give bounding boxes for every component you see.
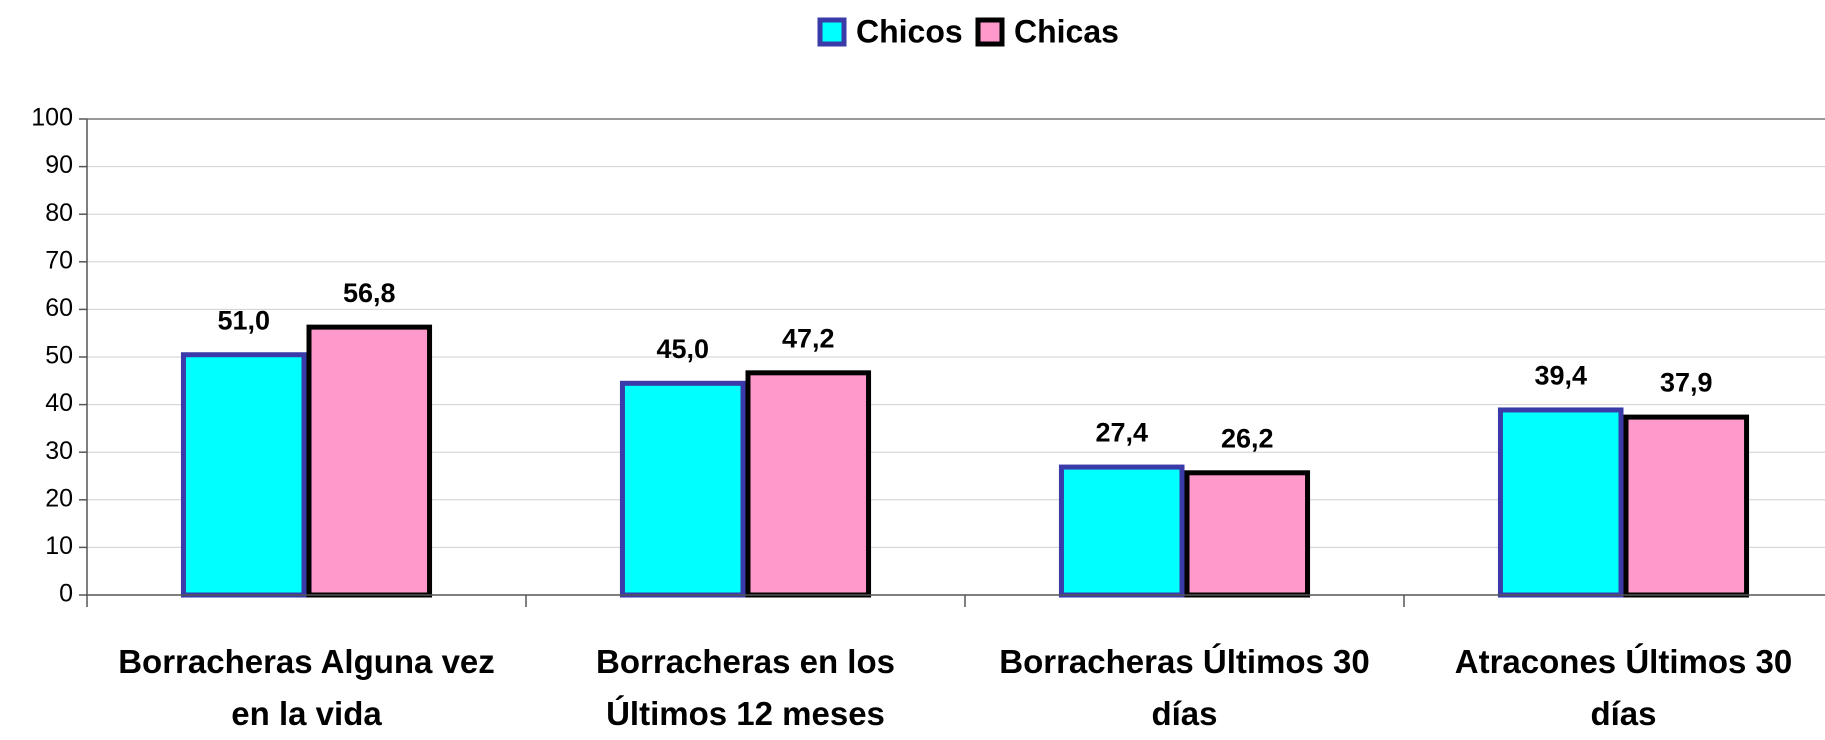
bar bbox=[183, 355, 304, 595]
y-tick-label: 70 bbox=[45, 246, 73, 274]
value-label: 51,0 bbox=[217, 305, 270, 335]
value-label: 45,0 bbox=[656, 334, 709, 364]
y-tick-label: 10 bbox=[45, 532, 73, 560]
bar bbox=[309, 327, 430, 595]
y-tick-label: 90 bbox=[45, 151, 73, 179]
bar bbox=[1500, 410, 1621, 595]
x-tick-label: Borracheras en los Últimos 12 meses bbox=[541, 636, 951, 740]
bar bbox=[748, 373, 869, 595]
y-tick-label: 60 bbox=[45, 294, 73, 322]
y-tick-label: 40 bbox=[45, 389, 73, 417]
y-tick-label: 50 bbox=[45, 342, 73, 370]
legend-label: Chicos bbox=[856, 13, 963, 49]
value-label: 37,9 bbox=[1660, 368, 1713, 398]
x-tick-label: Atracones Últimos 30 días bbox=[1419, 636, 1825, 740]
value-label: 56,8 bbox=[343, 278, 396, 308]
bar bbox=[1187, 473, 1308, 595]
x-tick-label: Borracheras Últimos 30 días bbox=[980, 636, 1390, 740]
value-label: 39,4 bbox=[1534, 361, 1587, 391]
legend-swatch bbox=[820, 20, 844, 44]
y-tick-label: 20 bbox=[45, 484, 73, 512]
legend-swatch bbox=[978, 20, 1002, 44]
bar bbox=[1061, 467, 1182, 595]
legend-label: Chicas bbox=[1014, 13, 1119, 49]
y-tick-label: 30 bbox=[45, 437, 73, 465]
value-label: 47,2 bbox=[782, 323, 835, 353]
x-tick-label: Borracheras Alguna vez en la vida bbox=[102, 636, 512, 740]
y-tick-label: 0 bbox=[59, 580, 73, 608]
y-tick-label: 80 bbox=[45, 199, 73, 227]
y-tick-label: 100 bbox=[31, 104, 73, 132]
value-label: 26,2 bbox=[1221, 423, 1274, 453]
bar bbox=[1626, 417, 1747, 595]
value-label: 27,4 bbox=[1095, 418, 1148, 448]
bar bbox=[622, 383, 743, 595]
